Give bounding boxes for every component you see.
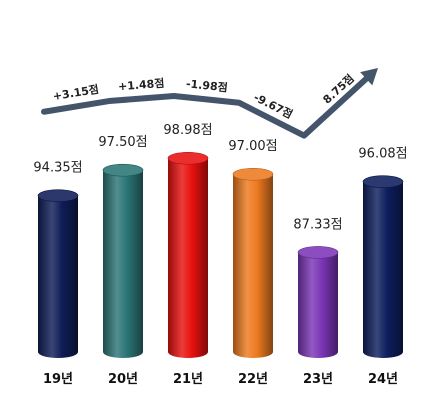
value-label: 97.50점 <box>98 135 147 150</box>
value-label: 98.98점 <box>163 123 212 138</box>
bar-body <box>233 174 273 358</box>
trend-arrowhead <box>360 68 378 86</box>
category-label: 19년 <box>43 372 73 387</box>
value-label: 96.08점 <box>358 147 407 162</box>
change-label: +3.15점 <box>52 82 100 103</box>
category-label: 21년 <box>173 372 203 387</box>
value-label: 87.33점 <box>293 217 342 232</box>
bar-top <box>232 167 274 181</box>
change-label: -9.67점 <box>251 90 295 121</box>
bar-top <box>102 163 144 177</box>
bar-23년 <box>297 246 339 358</box>
trend-layer <box>41 68 378 139</box>
labels-layer: 94.35점 19년 97.50점 20년 98.98점 21년 97.00점 22년 87.3… <box>33 71 407 387</box>
bar-top <box>297 246 339 259</box>
bar-20년 <box>102 163 144 358</box>
bar-24년 <box>362 175 404 358</box>
bar-body <box>298 252 338 358</box>
change-label: +1.48점 <box>117 76 164 94</box>
category-label: 23년 <box>303 372 333 387</box>
value-label: 97.00점 <box>228 139 277 154</box>
bar-21년 <box>167 151 209 358</box>
bar-body <box>38 195 78 358</box>
category-label: 24년 <box>368 372 398 387</box>
value-label: 94.35점 <box>33 161 82 176</box>
bar-19년 <box>37 189 79 358</box>
bar-top <box>37 189 79 202</box>
trend-line <box>41 74 371 139</box>
bar-body <box>363 181 403 358</box>
category-label: 22년 <box>238 372 268 387</box>
bar-body <box>103 170 143 358</box>
change-label: -1.98점 <box>185 76 228 94</box>
bars-layer <box>37 151 404 358</box>
bar-body <box>168 158 208 358</box>
category-label: 20년 <box>108 372 138 387</box>
bar-22년 <box>232 167 274 358</box>
bar-top <box>362 175 404 188</box>
bar-top <box>167 151 209 165</box>
